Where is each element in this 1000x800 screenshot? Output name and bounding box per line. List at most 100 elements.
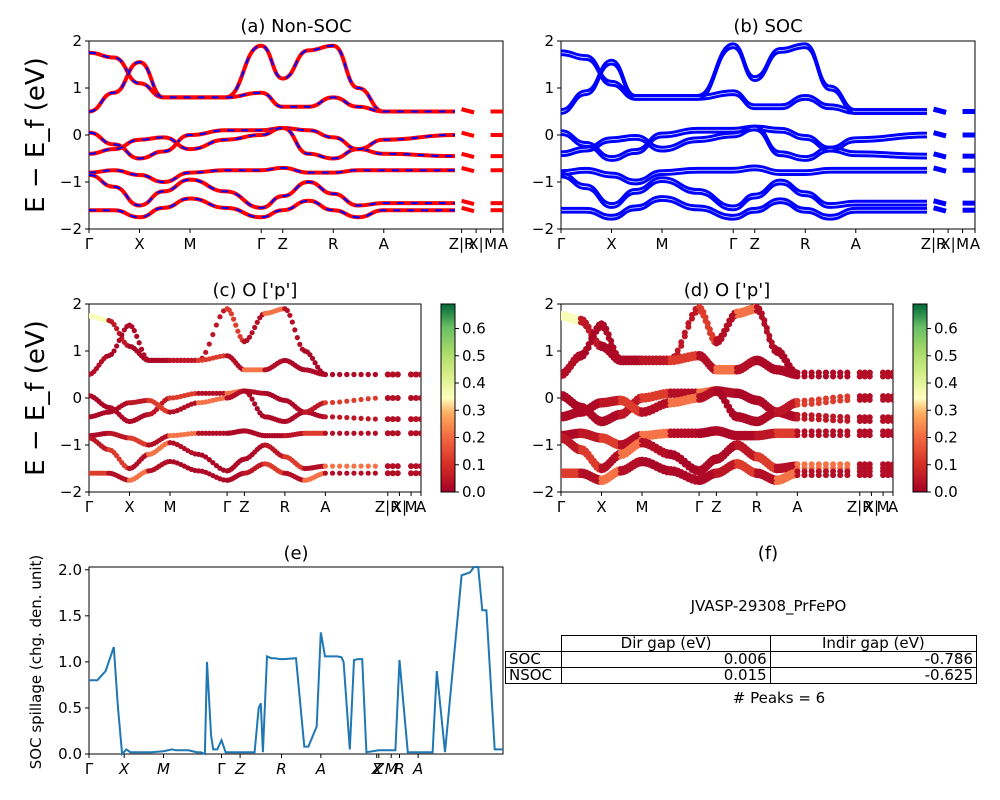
gap-table-row: NSOC 0.015 -0.625 [504,667,978,684]
band-dot [394,430,401,437]
y-tick-label: 2 [72,32,82,50]
colorbar-d [912,303,928,493]
band-segment [461,165,475,174]
x-tick-label: Z [234,760,246,778]
band-dot [801,397,808,404]
band-dot [830,428,837,435]
band-dot [178,357,184,363]
x-tick-label: M [956,235,969,253]
x-tick-label: Γ [85,498,94,516]
band-dot [389,470,396,477]
band-dot [837,428,844,435]
plot-frame-e [88,566,504,755]
band-segment [932,106,947,115]
band-dot [408,416,415,423]
x-tick-label: X| [468,235,483,253]
band-dot [294,335,300,341]
y-tick-label: 2 [72,295,82,313]
band-line-soc-overlay [89,126,455,160]
band-dot [384,430,391,437]
band-dot [856,393,863,400]
band-dot [418,395,421,401]
x-tick-label: Z [278,235,288,253]
band-dot [134,333,140,339]
band-dot [389,416,396,423]
band-dot [322,414,328,420]
band-dot [185,357,191,363]
band-dot [220,390,227,396]
x-tick-label: X| [864,498,879,516]
band-dot [413,430,420,437]
band-dot [702,314,709,321]
band-dot [344,430,350,436]
x-tick-label: R [276,760,286,778]
band-segment [461,130,475,138]
band-dot [213,390,220,396]
band-dot [794,461,801,468]
band-dot [866,414,873,421]
band-dot [721,394,728,401]
band-dot [704,320,711,327]
band-dot [365,416,371,422]
band-dot [801,468,808,475]
x-tick-label: Γ [223,498,232,516]
band-dot [822,413,829,420]
band-dot [822,369,829,376]
x-tick-label: M [164,498,177,516]
x-tick-label: X [371,760,383,778]
x-tick-label: M [636,498,649,516]
band-dot [203,349,209,355]
band-dot [210,460,216,466]
band-dot [309,355,316,362]
band-dot [815,412,822,419]
y-tick-label: −2 [60,483,82,501]
band-dot [801,412,808,419]
x-tick-label: Γ [695,498,704,516]
band-dot [289,319,295,325]
band-dot [603,325,610,332]
band-dot [111,321,117,328]
y-tick-label: 1 [72,342,82,360]
band-dot [418,430,421,437]
band-dot [674,347,681,354]
band-dot [830,468,837,475]
band-dot [365,463,371,469]
band-segment [932,130,947,139]
y-tick-label: −2 [60,220,82,238]
band-dot [880,393,887,400]
y-tick-label: 0.5 [58,699,82,717]
band-dot [384,416,391,423]
y-tick-label: 0 [544,126,554,144]
band-dot [408,371,415,378]
x-tick-label: A [315,760,326,778]
band-dot [228,311,235,317]
band-dot [372,371,378,378]
band-dot [861,414,868,421]
x-tick-label: Z [239,498,249,516]
band-dot [203,390,209,396]
gap-row-label: NSOC [504,667,563,684]
band-dot [721,327,728,334]
band-dot [585,341,592,348]
band-line-soc [561,171,927,208]
band-dot [181,357,187,363]
gap-table: Dir gap (eV) Indir gap (eV) SOC 0.006 -0… [504,635,978,684]
band-dot [233,322,239,328]
band-lines-b [561,42,975,221]
band-dot [365,371,371,378]
band-dot [210,430,216,436]
band-dot [681,329,688,336]
y-tick-label: 1 [72,79,82,97]
band-dot [351,415,357,421]
band-dot [856,428,863,435]
colorbar-tick-label: 0.1 [934,456,958,474]
band-dot [608,337,615,344]
band-dot [344,470,350,476]
band-dot [329,371,336,378]
band-dot [337,430,343,436]
band-dot [195,390,202,396]
band-dot [418,371,421,378]
band-dot [358,396,364,403]
y-tick-label: 0 [544,389,554,407]
x-tick-label: A [412,760,423,778]
